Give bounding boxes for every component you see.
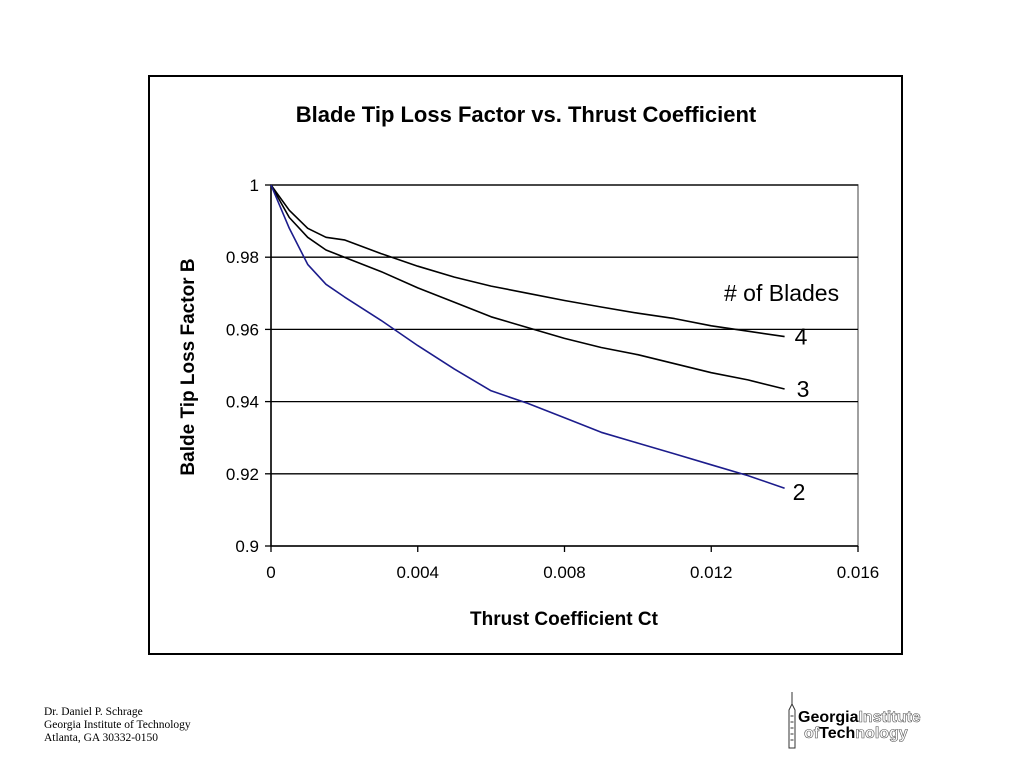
plot-area bbox=[270, 184, 859, 547]
chart-svg: Blade Tip Loss Factor vs. Thrust Coeffic… bbox=[178, 102, 879, 630]
logo-tech: Tech bbox=[819, 725, 855, 742]
series-lines: 4 3 2 bbox=[270, 184, 810, 505]
footer-author: Dr. Daniel P. Schrage bbox=[44, 706, 143, 718]
logo-institute: Institute bbox=[858, 709, 920, 726]
axes: 0.9 0.92 0.94 0.96 0.98 1 0 0.004 0.008 0.012 0.01… bbox=[226, 176, 879, 582]
y-tick-label: 0.96 bbox=[226, 320, 259, 339]
tower-icon bbox=[788, 692, 796, 749]
logo-of: of bbox=[804, 725, 820, 742]
svg-text:GeorgiaInstitute: GeorgiaInstitute bbox=[798, 709, 921, 726]
series-label-3: 3 bbox=[797, 376, 810, 402]
x-tick-label: 0.004 bbox=[396, 563, 439, 582]
x-axis-label: Thrust Coefficient Ct bbox=[470, 609, 659, 630]
legend-title: # of Blades bbox=[724, 280, 839, 306]
y-tick-label: 0.9 bbox=[235, 537, 259, 556]
series-line-4-blades bbox=[270, 184, 785, 338]
footer-credits: Dr. Daniel P. Schrage Georgia Institute … bbox=[44, 706, 191, 745]
series-label-2: 2 bbox=[793, 479, 806, 505]
y-tick-label: 0.92 bbox=[226, 465, 259, 484]
y-axis-label: Balde Tip Loss Factor B bbox=[178, 258, 199, 475]
grid-lines bbox=[271, 184, 858, 475]
x-tick-label: 0 bbox=[266, 563, 275, 582]
logo-georgia: Georgia bbox=[798, 709, 859, 726]
chart-title: Blade Tip Loss Factor vs. Thrust Coeffic… bbox=[296, 102, 757, 127]
chart-frame: Blade Tip Loss Factor vs. Thrust Coeffic… bbox=[148, 75, 903, 655]
footer-address: Atlanta, GA 30332-0150 bbox=[44, 732, 159, 744]
x-tick-label: 0.016 bbox=[837, 563, 880, 582]
y-tick-label: 1 bbox=[250, 176, 259, 195]
y-tick-label: 0.98 bbox=[226, 248, 259, 267]
footer-institution: Georgia Institute of Technology bbox=[44, 719, 191, 731]
georgia-tech-logo: GeorgiaInstitute ofTechnology bbox=[788, 692, 921, 749]
series-line-3-blades bbox=[270, 184, 785, 390]
series-line-2-blades bbox=[270, 184, 785, 489]
x-tick-label: 0.008 bbox=[543, 563, 586, 582]
svg-text:ofTechnology: ofTechnology bbox=[804, 725, 908, 742]
logo-nology: nology bbox=[855, 725, 908, 742]
y-tick-label: 0.94 bbox=[226, 393, 259, 412]
x-tick-label: 0.012 bbox=[690, 563, 733, 582]
plot-border bbox=[270, 184, 859, 547]
series-label-4: 4 bbox=[795, 324, 808, 350]
